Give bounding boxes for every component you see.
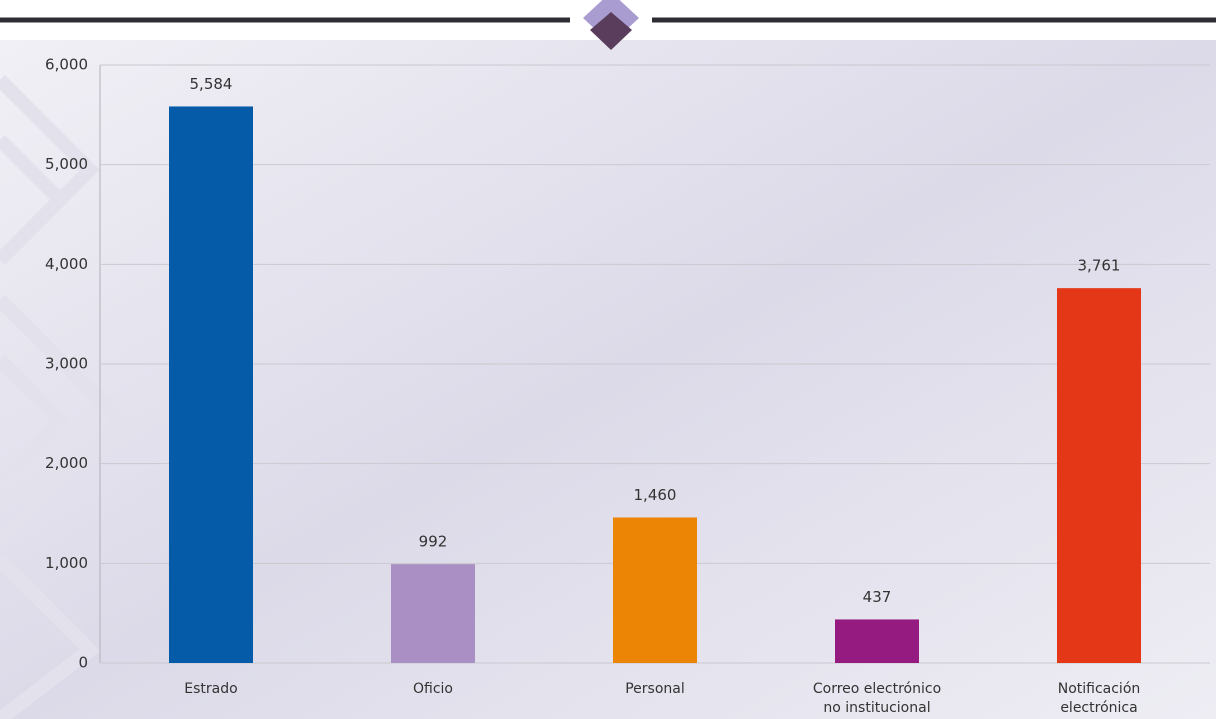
x-tick-label: Personal	[625, 681, 685, 697]
value-label: 3,761	[1078, 257, 1121, 275]
x-tick-label: electrónica	[1060, 700, 1137, 716]
x-tick-label: Oficio	[413, 681, 453, 697]
x-tick-label: Estrado	[184, 681, 237, 697]
y-tick-label: 1,000	[45, 554, 88, 572]
x-tick-label: Correo electrónico	[813, 681, 941, 697]
y-tick-label: 6,000	[45, 56, 88, 74]
bar	[613, 517, 697, 663]
bar	[1057, 288, 1141, 663]
value-label: 1,460	[634, 486, 677, 504]
value-label: 992	[419, 533, 448, 551]
pattern	[0, 75, 130, 719]
bar	[835, 619, 919, 663]
y-tick-label: 2,000	[45, 454, 88, 472]
value-label: 5,584	[190, 75, 233, 93]
y-tick-label: 3,000	[45, 355, 88, 373]
y-tick-label: 5,000	[45, 155, 88, 173]
bar	[391, 564, 475, 663]
x-tick-label: no institucional	[823, 700, 930, 716]
x-tick-label: Notificación	[1058, 681, 1141, 697]
y-tick-label: 4,000	[45, 255, 88, 273]
y-tick-label: 0	[78, 654, 88, 672]
bar	[169, 106, 253, 664]
value-label: 437	[863, 588, 892, 606]
logo	[590, 12, 632, 50]
